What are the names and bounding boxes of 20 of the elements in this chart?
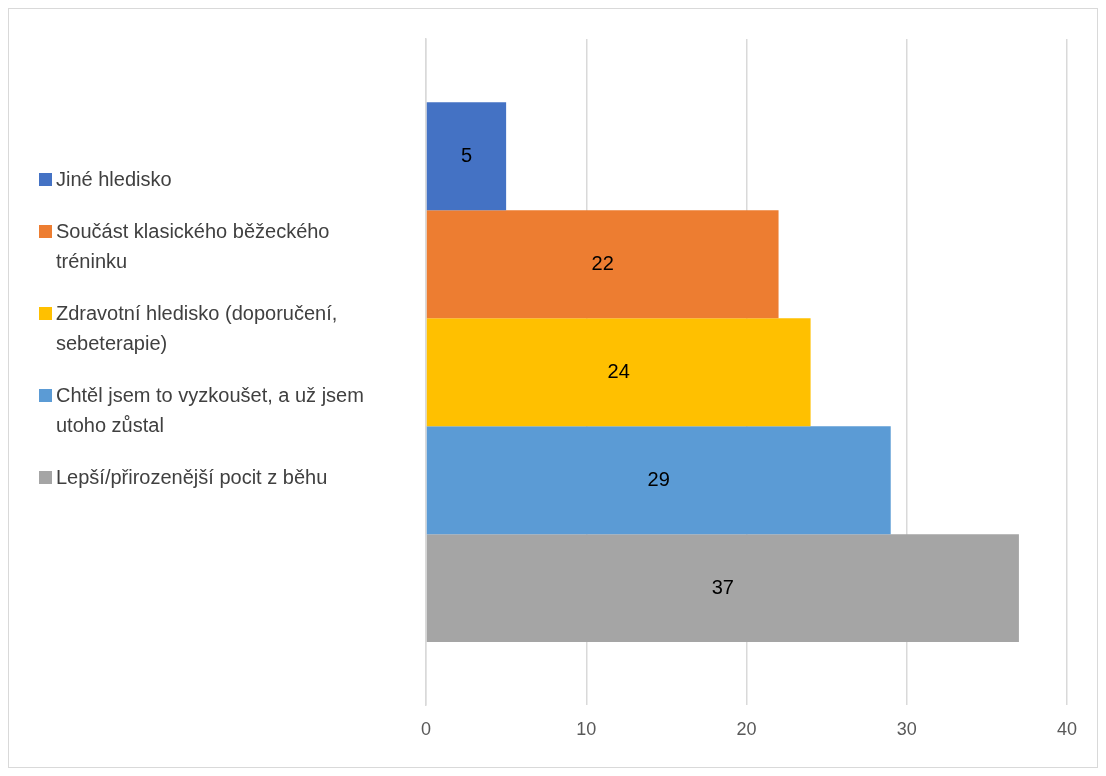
data-label: 29 [647, 467, 670, 490]
bar [426, 102, 507, 211]
bar [426, 534, 1019, 643]
data-label: 24 [607, 359, 630, 382]
x-tick-label: 30 [896, 719, 917, 740]
legend-label: Lepší/přirozenější pocit z běhu [56, 465, 329, 490]
x-tick-label: 0 [421, 719, 432, 740]
bar [426, 426, 891, 535]
data-label: 5 [460, 143, 473, 166]
legend-label: Zdravotní hledisko (doporučení, sebeterapie) [56, 301, 339, 356]
legend-label: Jiné hledisko [56, 167, 173, 192]
data-label: 22 [591, 251, 614, 274]
legend-label: Součást klasického běžeckého tréninku [56, 219, 331, 274]
data-label: 37 [711, 575, 734, 598]
bar [426, 210, 779, 319]
x-tick-label: 10 [576, 719, 597, 740]
x-tick-label: 20 [736, 719, 757, 740]
bar [426, 318, 811, 427]
legend-label: Chtěl jsem to vyzkoušet, a už jsem utoho zůstal [56, 383, 365, 438]
x-tick-label: 40 [1056, 719, 1078, 740]
